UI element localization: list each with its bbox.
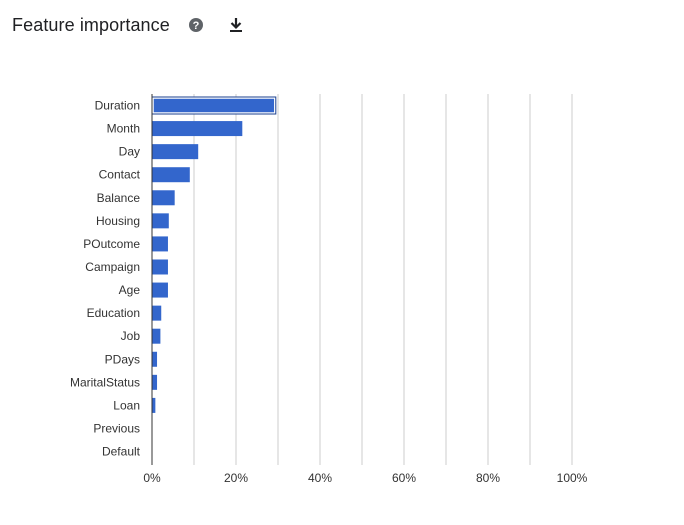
category-label: POutcome bbox=[83, 237, 140, 251]
bar-maritalstatus bbox=[152, 375, 157, 390]
bar-balance bbox=[152, 190, 175, 205]
bar-day bbox=[152, 144, 198, 159]
x-tick-label: 40% bbox=[308, 471, 332, 485]
bar-loan bbox=[152, 398, 155, 413]
bar-housing bbox=[152, 213, 169, 228]
category-label: MaritalStatus bbox=[70, 375, 140, 389]
category-label: Duration bbox=[95, 99, 140, 113]
bar-month bbox=[152, 121, 242, 136]
category-label: Previous bbox=[93, 421, 140, 435]
category-label: Campaign bbox=[85, 260, 140, 274]
bar-contact bbox=[152, 167, 190, 182]
category-label: Education bbox=[87, 306, 140, 320]
category-label: Day bbox=[119, 145, 140, 159]
bar-campaign bbox=[152, 259, 168, 274]
bar-education bbox=[152, 306, 161, 321]
category-label: Default bbox=[102, 445, 141, 459]
help-circle-icon[interactable]: ? bbox=[184, 13, 208, 37]
svg-text:?: ? bbox=[193, 20, 200, 32]
category-label: Balance bbox=[97, 191, 141, 205]
bar-poutcome bbox=[152, 236, 168, 251]
x-tick-label: 0% bbox=[143, 471, 161, 485]
chart-header: Feature importance ? bbox=[12, 12, 248, 38]
bar-pdays bbox=[152, 352, 157, 367]
category-label: Age bbox=[119, 283, 141, 297]
category-label: Housing bbox=[96, 214, 140, 228]
category-label: Loan bbox=[113, 398, 140, 412]
category-label: PDays bbox=[105, 352, 140, 366]
bar-duration bbox=[153, 98, 275, 113]
x-tick-label: 20% bbox=[224, 471, 248, 485]
bar-age bbox=[152, 283, 168, 298]
x-tick-label: 60% bbox=[392, 471, 416, 485]
download-icon[interactable] bbox=[224, 13, 248, 37]
x-tick-label: 100% bbox=[557, 471, 588, 485]
x-tick-label: 80% bbox=[476, 471, 500, 485]
page-title: Feature importance bbox=[12, 15, 170, 36]
category-label: Contact bbox=[99, 168, 141, 182]
category-label: Month bbox=[107, 122, 140, 136]
bar-job bbox=[152, 329, 160, 344]
category-label: Job bbox=[121, 329, 141, 343]
